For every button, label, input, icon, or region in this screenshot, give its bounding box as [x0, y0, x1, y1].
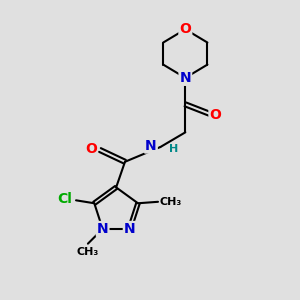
Text: O: O — [179, 22, 191, 36]
Text: CH₃: CH₃ — [76, 247, 98, 257]
Text: N: N — [179, 71, 191, 85]
Text: N: N — [97, 222, 109, 236]
Text: Cl: Cl — [58, 192, 73, 206]
Text: CH₃: CH₃ — [160, 197, 182, 207]
Text: O: O — [209, 108, 221, 122]
Text: N: N — [124, 222, 136, 236]
Text: O: O — [85, 142, 97, 155]
Text: N: N — [145, 139, 157, 153]
Text: H: H — [169, 144, 178, 154]
